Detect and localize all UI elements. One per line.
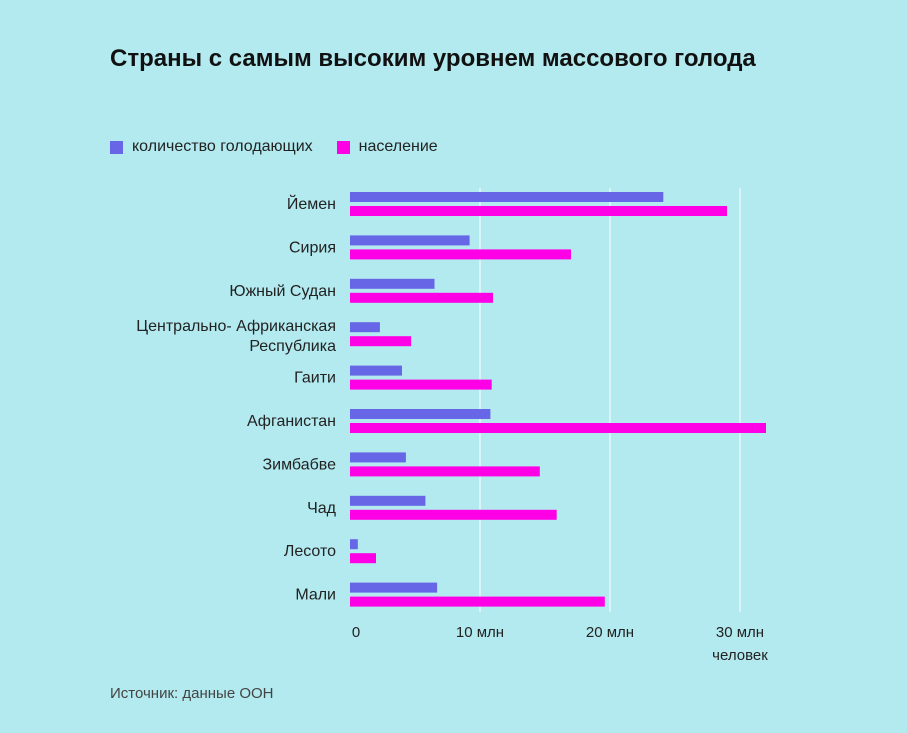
- category-label: Йемен: [287, 194, 336, 213]
- category-label: Сирия: [289, 239, 336, 256]
- bar-hungry: [350, 365, 402, 376]
- source-note: Источник: данные ООН: [110, 685, 274, 702]
- bar-population: [350, 206, 727, 216]
- category-label: Мали: [295, 587, 336, 604]
- bar-hungry: [350, 409, 491, 419]
- bar-population: [350, 292, 493, 303]
- x-tick-label: 10 млн: [456, 624, 504, 641]
- bar-hungry: [350, 192, 664, 202]
- x-axis-unit-label: человек: [712, 647, 768, 664]
- bar-hungry: [350, 235, 470, 246]
- legend-swatch-population: [336, 140, 350, 154]
- category-label: Гаити: [294, 370, 336, 387]
- category-label: Зимбабве: [263, 456, 337, 473]
- category-label: Южный Судан: [229, 283, 336, 300]
- category-label: Афганистан: [247, 413, 336, 430]
- legend-swatch-hungry: [110, 140, 123, 154]
- bar-hungry: [350, 322, 380, 333]
- bar-hungry: [350, 539, 358, 550]
- bar-hungry: [350, 452, 406, 463]
- bar-population: [350, 466, 540, 477]
- legend-label-population: население: [358, 138, 438, 155]
- bar-population: [350, 336, 412, 347]
- category-label: Чад: [307, 500, 337, 517]
- bar-hungry: [350, 495, 426, 506]
- bar-hungry: [350, 582, 438, 593]
- bar-population: [350, 509, 557, 520]
- category-label: Центрально- Африканская: [136, 318, 336, 335]
- bar-hungry: [350, 278, 435, 289]
- bar-population: [350, 379, 492, 390]
- legend-label-hungry: количество голодающих: [132, 138, 313, 155]
- bar-population: [350, 553, 376, 564]
- bar-population: [350, 423, 766, 433]
- category-label: Республика: [249, 338, 336, 355]
- x-tick-label: 20 млн: [586, 624, 634, 641]
- bar-population: [350, 596, 605, 607]
- bar-population: [350, 249, 571, 260]
- x-tick-label: 0: [352, 624, 360, 641]
- legend: количество голодающих население: [110, 136, 462, 158]
- category-label: Лесото: [284, 543, 336, 560]
- chart-title: Страны с самым высоким уровнем массового…: [110, 45, 756, 72]
- x-tick-label: 30 млн: [716, 624, 764, 641]
- legend-item-population: население: [336, 138, 438, 156]
- legend-item-hungry: количество голодающих: [110, 138, 313, 156]
